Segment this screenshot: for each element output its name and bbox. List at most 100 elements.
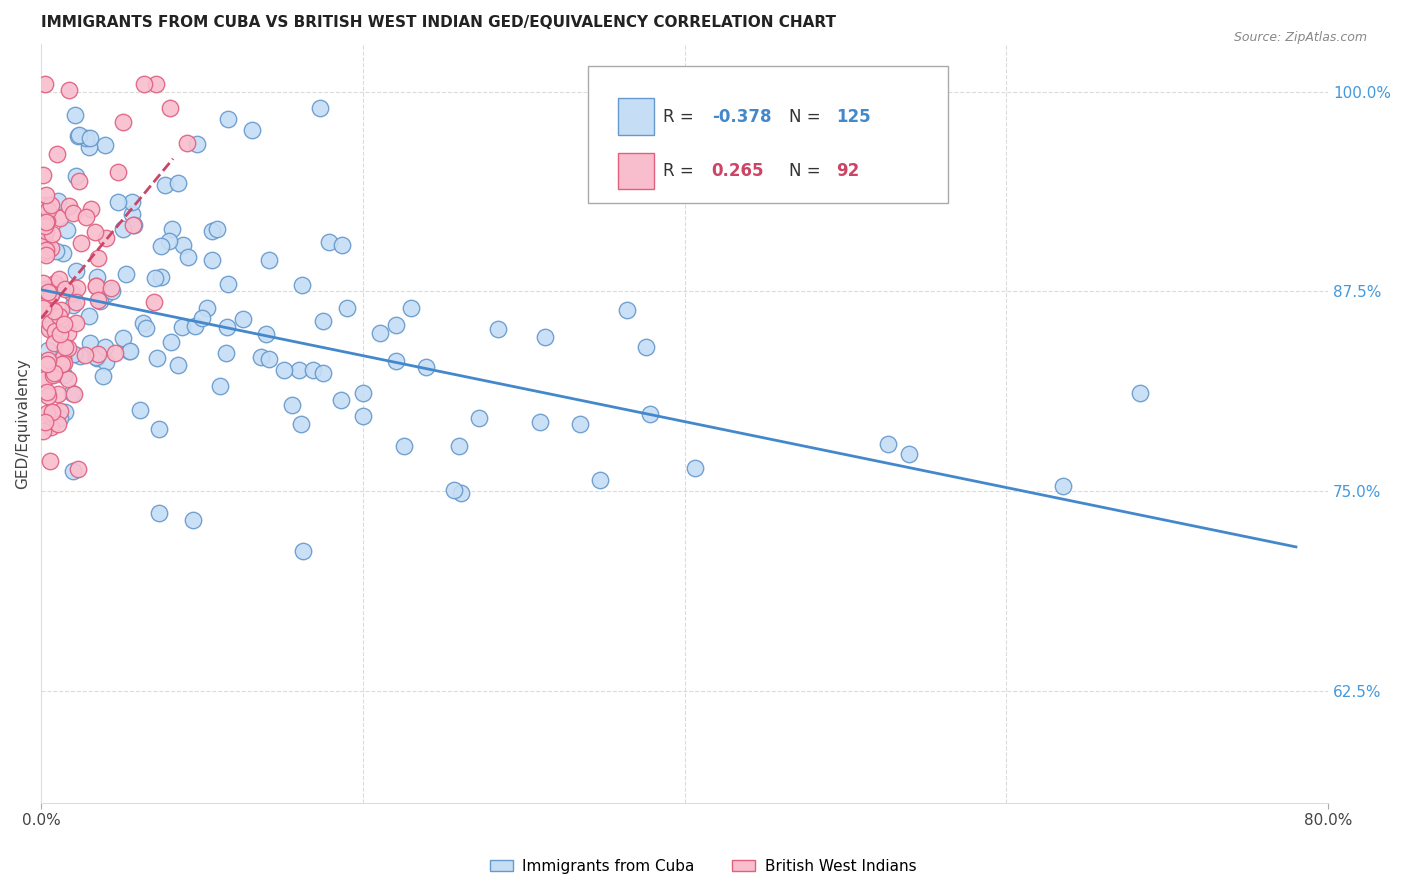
Point [217, 112, 239, 127]
Text: IMMIGRANTS FROM CUBA VS BRITISH WEST INDIAN GED/EQUIVALENCY CORRELATION CHART: IMMIGRANTS FROM CUBA VS BRITISH WEST IND… [41, 15, 837, 30]
Point [215, 345, 238, 359]
Point [132, 77, 155, 91]
Point [44, 304, 66, 318]
Text: 125: 125 [837, 108, 872, 126]
Point [86, 270, 108, 285]
Point [34, 219, 56, 234]
Point [35, 237, 58, 252]
Point [257, 351, 280, 366]
Point [309, 101, 332, 115]
Point [318, 235, 340, 249]
Point [467, 410, 489, 425]
Point [34, 244, 56, 259]
Point [52, 317, 75, 331]
Y-axis label: GED/Equivalency: GED/Equivalency [15, 358, 30, 489]
Point [150, 238, 173, 252]
Point [176, 136, 198, 151]
Point [112, 331, 135, 345]
Point [34, 372, 56, 386]
Point [53, 282, 76, 296]
Text: R =: R = [662, 108, 699, 126]
Point [254, 326, 277, 341]
Point [63, 108, 86, 122]
Point [32, 299, 55, 313]
Point [37, 203, 59, 218]
Point [34, 187, 56, 202]
Point [167, 358, 190, 372]
Point [67, 174, 90, 188]
Point [41, 368, 63, 383]
Point [51, 357, 73, 371]
Point [52, 245, 75, 260]
Point [385, 318, 408, 332]
Point [53, 356, 76, 370]
Point [48, 309, 70, 323]
Point [46, 146, 69, 161]
Point [41, 314, 63, 328]
Point [58, 341, 80, 355]
Point [107, 195, 129, 210]
Point [60, 385, 83, 400]
Point [394, 438, 416, 452]
Point [352, 409, 374, 423]
Point [184, 319, 207, 334]
Point [67, 128, 90, 143]
Point [121, 218, 143, 232]
Point [217, 277, 239, 291]
Legend: Immigrants from Cuba, British West Indians: Immigrants from Cuba, British West India… [484, 853, 922, 880]
Point [155, 178, 177, 193]
Point [70, 236, 93, 251]
Point [215, 320, 238, 334]
Point [34, 229, 56, 244]
Point [45, 244, 67, 259]
Point [124, 218, 146, 232]
Point [65, 169, 87, 184]
Text: -0.378: -0.378 [711, 108, 770, 126]
Point [100, 281, 122, 295]
Point [104, 346, 127, 360]
Point [143, 271, 166, 285]
Point [291, 544, 314, 558]
Point [143, 294, 166, 309]
Point [62, 464, 84, 478]
Point [75, 211, 97, 225]
Point [135, 321, 157, 335]
Point [195, 301, 218, 315]
Point [111, 115, 134, 129]
Point [291, 278, 314, 293]
Point [60, 285, 83, 300]
Point [37, 214, 59, 228]
Point [257, 252, 280, 267]
Point [39, 320, 62, 334]
Point [56, 223, 79, 237]
Point [232, 312, 254, 326]
Text: R =: R = [662, 162, 704, 180]
Text: N =: N = [789, 162, 825, 180]
Point [312, 314, 335, 328]
Point [75, 131, 97, 145]
Point [120, 344, 142, 359]
Point [281, 398, 304, 412]
Point [87, 347, 110, 361]
Point [201, 224, 224, 238]
Point [370, 326, 392, 340]
Point [39, 288, 62, 302]
Point [149, 269, 172, 284]
Point [93, 340, 115, 354]
Point [96, 231, 118, 245]
Point [87, 252, 110, 266]
Point [177, 250, 200, 264]
Point [1052, 478, 1074, 492]
Point [638, 407, 661, 421]
Point [148, 506, 170, 520]
Point [67, 461, 90, 475]
Point [569, 417, 592, 431]
Point [636, 340, 658, 354]
Point [67, 128, 90, 142]
Point [62, 298, 84, 312]
Point [31, 301, 53, 316]
Point [52, 351, 75, 365]
Point [73, 348, 96, 362]
Point [94, 138, 117, 153]
Point [290, 417, 312, 431]
